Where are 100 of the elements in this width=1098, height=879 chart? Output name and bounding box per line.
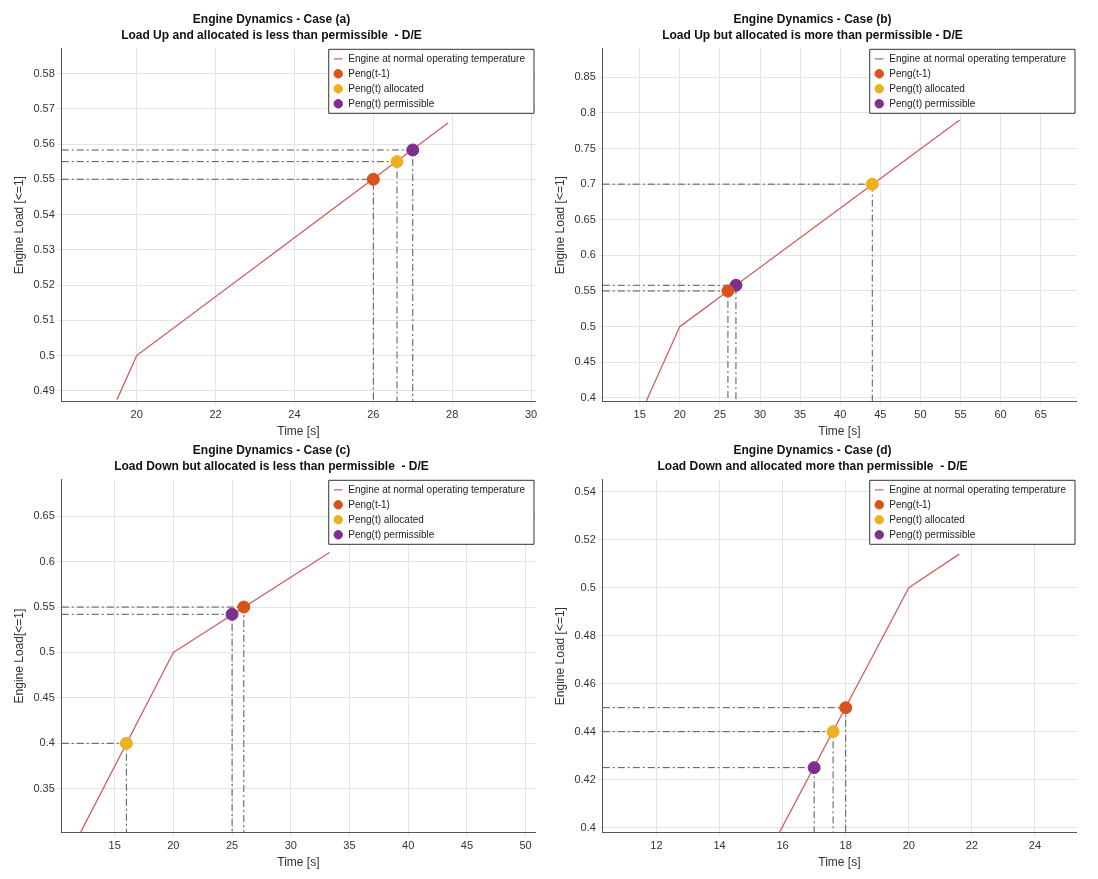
y-tick-label: 0.8: [580, 105, 596, 118]
y-tick-label: 0.44: [574, 724, 596, 737]
x-tick-label: 24: [288, 408, 301, 421]
legend-label: Peng(t-1): [348, 498, 390, 510]
y-tick-label: 0.48: [574, 628, 596, 641]
x-tick-label: 40: [834, 408, 847, 421]
x-axis-title: Time [s]: [818, 424, 861, 439]
x-tick-label: 45: [874, 408, 887, 421]
x-tick-label: 22: [965, 839, 979, 852]
legend-label: Engine at normal operating temperature: [348, 483, 526, 495]
point: [366, 172, 380, 186]
y-tick-label: 0.49: [33, 383, 55, 396]
x-tick-label: 30: [524, 408, 538, 421]
y-tick-label: 0.46: [574, 676, 596, 689]
y-tick-label: 0.4: [39, 736, 55, 749]
y-tick-label: 0.65: [574, 212, 596, 225]
point: [390, 155, 404, 169]
x-tick-label: 35: [343, 839, 356, 852]
x-tick-label: 22: [209, 408, 222, 421]
legend-label: Peng(t-1): [889, 67, 931, 79]
legend-label: Peng(t) allocated: [889, 82, 965, 94]
x-tick-label: 40: [402, 839, 415, 852]
x-tick-label: 25: [225, 839, 239, 852]
point: [865, 177, 879, 191]
x-tick-label: 20: [167, 839, 180, 852]
y-tick-label: 0.45: [33, 690, 55, 703]
y-tick-label: 0.42: [574, 772, 596, 785]
x-tick-label: 15: [633, 408, 646, 421]
legend-label: Engine at normal operating temperature: [889, 483, 1067, 495]
y-tick-label: 0.57: [33, 101, 55, 114]
point: [807, 761, 821, 775]
legend-label: Peng(t) permissible: [348, 528, 435, 540]
y-axis-title: Engine Load [<=1]: [552, 607, 567, 706]
x-tick-label: 26: [367, 408, 380, 421]
y-tick-label: 0.55: [33, 172, 55, 185]
chart-title: Engine Dynamics - Case (b): [733, 11, 892, 26]
y-tick-label: 0.58: [33, 66, 55, 79]
y-tick-label: 0.51: [33, 313, 55, 326]
y-tick-label: 0.52: [574, 532, 596, 545]
point: [826, 725, 840, 739]
y-tick-label: 0.52: [33, 278, 55, 291]
chart-subtitle: Load Up and allocated is less than permissible - D/E: [121, 27, 422, 42]
legend-label: Peng(t) allocated: [348, 82, 424, 94]
point: [839, 701, 853, 715]
y-tick-label: 0.65: [33, 509, 55, 522]
x-tick-label: 16: [776, 839, 789, 852]
x-tick-label: 65: [1034, 408, 1047, 421]
y-tick-label: 0.85: [574, 70, 596, 83]
y-axis-title: Engine Load [<=1]: [11, 176, 26, 275]
y-tick-label: 0.55: [33, 600, 55, 613]
x-tick-label: 28: [446, 408, 459, 421]
legend-label: Peng(t) permissible: [889, 528, 976, 540]
y-axis-title: Engine Load [<=1]: [552, 176, 567, 275]
legend-label: Engine at normal operating temperature: [348, 52, 526, 64]
x-tick-label: 24: [1028, 839, 1042, 852]
y-tick-label: 0.54: [574, 484, 596, 497]
chart-title: Engine Dynamics - Case (d): [733, 442, 892, 457]
legend-label: Peng(t) permissible: [889, 97, 976, 109]
point: [406, 143, 420, 157]
x-tick-label: 14: [713, 839, 726, 852]
x-tick-label: 45: [460, 839, 474, 852]
point: [119, 736, 133, 750]
y-tick-label: 0.75: [574, 141, 596, 154]
legend-label: Engine at normal operating temperature: [889, 52, 1067, 64]
legend-label: Peng(t) allocated: [348, 513, 424, 525]
y-tick-label: 0.7: [580, 177, 596, 190]
x-tick-label: 18: [839, 839, 852, 852]
chart-subtitle: Load Down and allocated more than permissible - D/E: [657, 458, 968, 473]
x-tick-label: 15: [108, 839, 121, 852]
y-tick-label: 0.4: [580, 820, 596, 833]
legend-label: Peng(t-1): [348, 67, 390, 79]
x-tick-label: 50: [519, 839, 532, 852]
x-tick-label: 50: [914, 408, 927, 421]
x-tick-label: 25: [713, 408, 727, 421]
x-axis-title: Time [s]: [277, 424, 320, 439]
y-tick-label: 0.5: [39, 348, 55, 361]
x-tick-label: 20: [673, 408, 686, 421]
x-axis-title: Time [s]: [818, 855, 861, 870]
chart-subtitle: Load Up but allocated is more than permissible - D/E: [662, 27, 963, 42]
y-tick-label: 0.6: [580, 248, 596, 261]
x-tick-label: 60: [994, 408, 1007, 421]
y-tick-label: 0.4: [580, 390, 596, 403]
y-tick-label: 0.55: [574, 284, 596, 297]
y-tick-label: 0.5: [39, 645, 55, 658]
point: [225, 607, 239, 621]
y-tick-label: 0.6: [39, 554, 55, 567]
point: [721, 284, 735, 298]
y-tick-label: 0.35: [33, 781, 55, 794]
x-tick-label: 35: [793, 408, 807, 421]
chart-title: Engine Dynamics - Case (c): [192, 442, 351, 457]
x-tick-label: 30: [284, 839, 297, 852]
y-tick-label: 0.54: [33, 207, 55, 220]
legend-label: Peng(t-1): [889, 498, 931, 510]
x-tick-label: 20: [130, 408, 143, 421]
y-axis-title: Engine Load[<=1]: [11, 608, 26, 704]
y-tick-label: 0.45: [574, 355, 596, 368]
x-tick-label: 55: [954, 408, 967, 421]
x-axis-title: Time [s]: [277, 855, 320, 870]
chart-title: Engine Dynamics - Case (a): [192, 11, 351, 26]
y-tick-label: 0.5: [580, 319, 596, 332]
